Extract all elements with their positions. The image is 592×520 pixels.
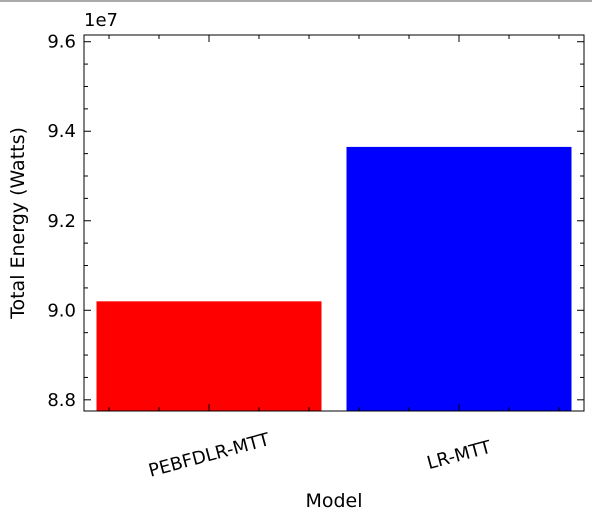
- bars-layer: [96, 146, 572, 411]
- plot-frame: [83, 34, 585, 412]
- y-tick-label: 9.0: [47, 300, 76, 321]
- y-axis-offset-text: 1e7: [84, 10, 118, 31]
- y-axis-label: Total Energy (Watts): [7, 127, 29, 320]
- y-tick-label: 9.4: [47, 121, 76, 142]
- y-tick-label: 9.6: [47, 32, 76, 53]
- window-top-border: [0, 0, 592, 2]
- y-tick-label: 9.2: [47, 211, 76, 232]
- x-tick-label: LR-MTT: [425, 437, 495, 474]
- y-tick-label: 8.8: [47, 390, 76, 411]
- x-tick-label: PEBFDLR-MTT: [146, 429, 272, 482]
- bar-lr-mtt: [346, 146, 572, 411]
- x-axis-label: Model: [305, 490, 362, 512]
- bar-pebfdlr-mtt: [96, 301, 322, 411]
